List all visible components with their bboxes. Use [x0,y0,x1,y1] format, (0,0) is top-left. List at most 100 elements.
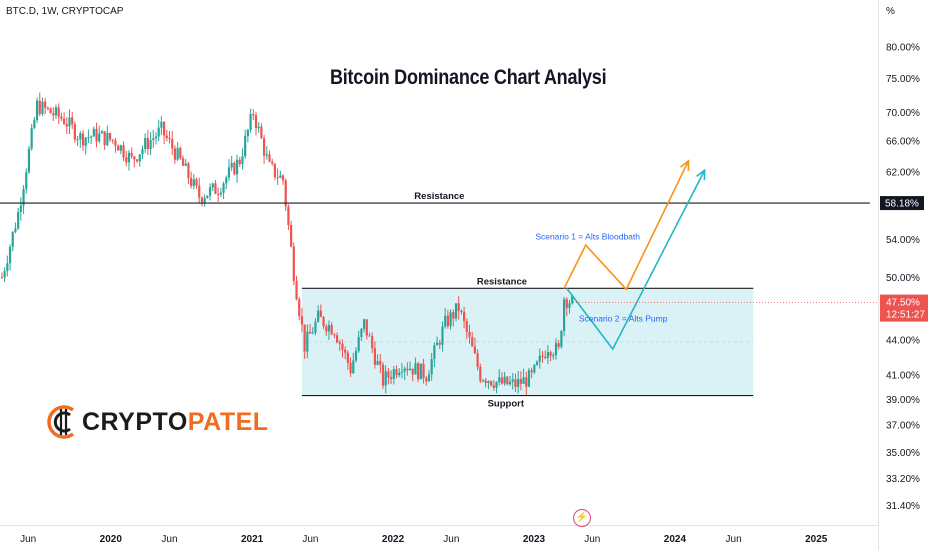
candle-body [79,133,82,140]
candle-body [468,331,471,338]
candle-body [560,330,563,347]
candle-body [222,183,225,193]
y-tick-label: 35.00% [886,448,920,459]
candle-body [465,321,468,332]
candle-body [244,136,247,157]
candle-body [457,303,460,311]
candle-body [117,145,120,151]
candle-body [554,343,558,356]
candle-body [241,156,244,164]
candle-body [54,107,58,116]
symbol-header[interactable]: BTC.D, 1W, CRYPTOCAP [6,6,124,17]
y-tick-label: 80.00% [886,42,920,53]
candle-body [544,356,547,359]
candle-body [527,370,531,387]
candle-body [376,361,379,365]
y-tick-label: 54.00% [886,235,920,246]
candle-body [317,310,320,322]
y-tick-label: 44.00% [886,336,920,347]
candle-body [341,343,344,350]
candle-body [200,197,204,203]
candle-body [519,378,522,384]
candle-body [171,138,174,149]
support-label-3: Support [488,399,525,410]
candle-body [135,159,139,162]
candle-body [360,328,363,337]
candle-body [268,154,271,162]
candle-body [449,312,452,327]
candle-body [290,225,293,247]
candle-body [181,158,185,166]
candle-body [433,345,436,360]
candle-body [44,101,47,108]
candle-body [271,161,274,164]
candle-body [525,377,528,387]
candle-body [503,376,506,384]
scenario-1-path [563,160,690,291]
candle-body [122,145,125,158]
candle-body [571,296,574,304]
candle-body [246,129,249,137]
candle-body [479,366,482,381]
resistance-price-label: 58.18% [885,199,919,210]
time-axis[interactable]: Jun 2020 Jun 2021 Jun 2022 Jun 2023 Jun 2024 Jun 20… [0,525,878,546]
candle-body [306,331,309,352]
candle-body [62,118,66,124]
candle-body [406,368,409,371]
x-tick-label: 2023 [523,534,546,545]
candle-body [230,162,233,168]
candle-body [462,311,466,322]
candle-body [273,163,277,178]
price-axis[interactable]: 80.00% 75.00% 70.00% 66.00% 62.00% 54.00% 50.0… [572,0,928,550]
candle-body [311,332,314,334]
candle-body [217,193,220,195]
candle-body [100,131,104,134]
candlestick-series [0,92,574,396]
candle-body [90,136,93,138]
y-tick-label: 66.00% [886,137,920,148]
candle-body [27,148,31,173]
candle-body [349,362,352,374]
candle-body [57,107,60,117]
candle-body [454,303,458,319]
candle-body [500,377,504,384]
scenario-2-arrowhead [696,168,706,181]
candle-body [379,361,382,365]
candle-body [92,128,95,137]
chart-title: Bitcoin Dominance Chart Analysi [330,66,607,89]
candle-body [260,126,263,139]
candle-body [65,123,68,127]
candle-body [206,195,209,199]
candle-body [460,310,463,312]
candle-body [33,119,36,128]
x-tick-label: Jun [161,534,177,545]
candle-body [76,139,79,141]
candle-body [98,133,101,142]
range-zone-layer [301,288,754,396]
candle-body [417,363,420,380]
candle-body [184,163,187,166]
candle-body [511,379,514,382]
candle-body [308,331,312,334]
candle-body [52,113,55,116]
candle-body [381,364,385,386]
x-tick-label: Jun [20,534,36,545]
candle-body [538,355,541,362]
candle-body [390,377,393,379]
candle-body [287,206,290,226]
candle-body [30,127,33,149]
candle-body [373,348,377,365]
candle-body [73,124,77,140]
candle-body [506,376,509,385]
candle-body [354,350,358,361]
lightning-bolt-icon[interactable]: ⚡ [573,509,591,527]
candle-body [3,271,6,278]
candle-body [179,147,182,159]
x-tick-label: 2021 [241,534,264,545]
candle-body [484,380,487,383]
y-tick-label: 41.00% [886,370,920,381]
candle-body [514,379,517,387]
candle-body [322,317,325,327]
